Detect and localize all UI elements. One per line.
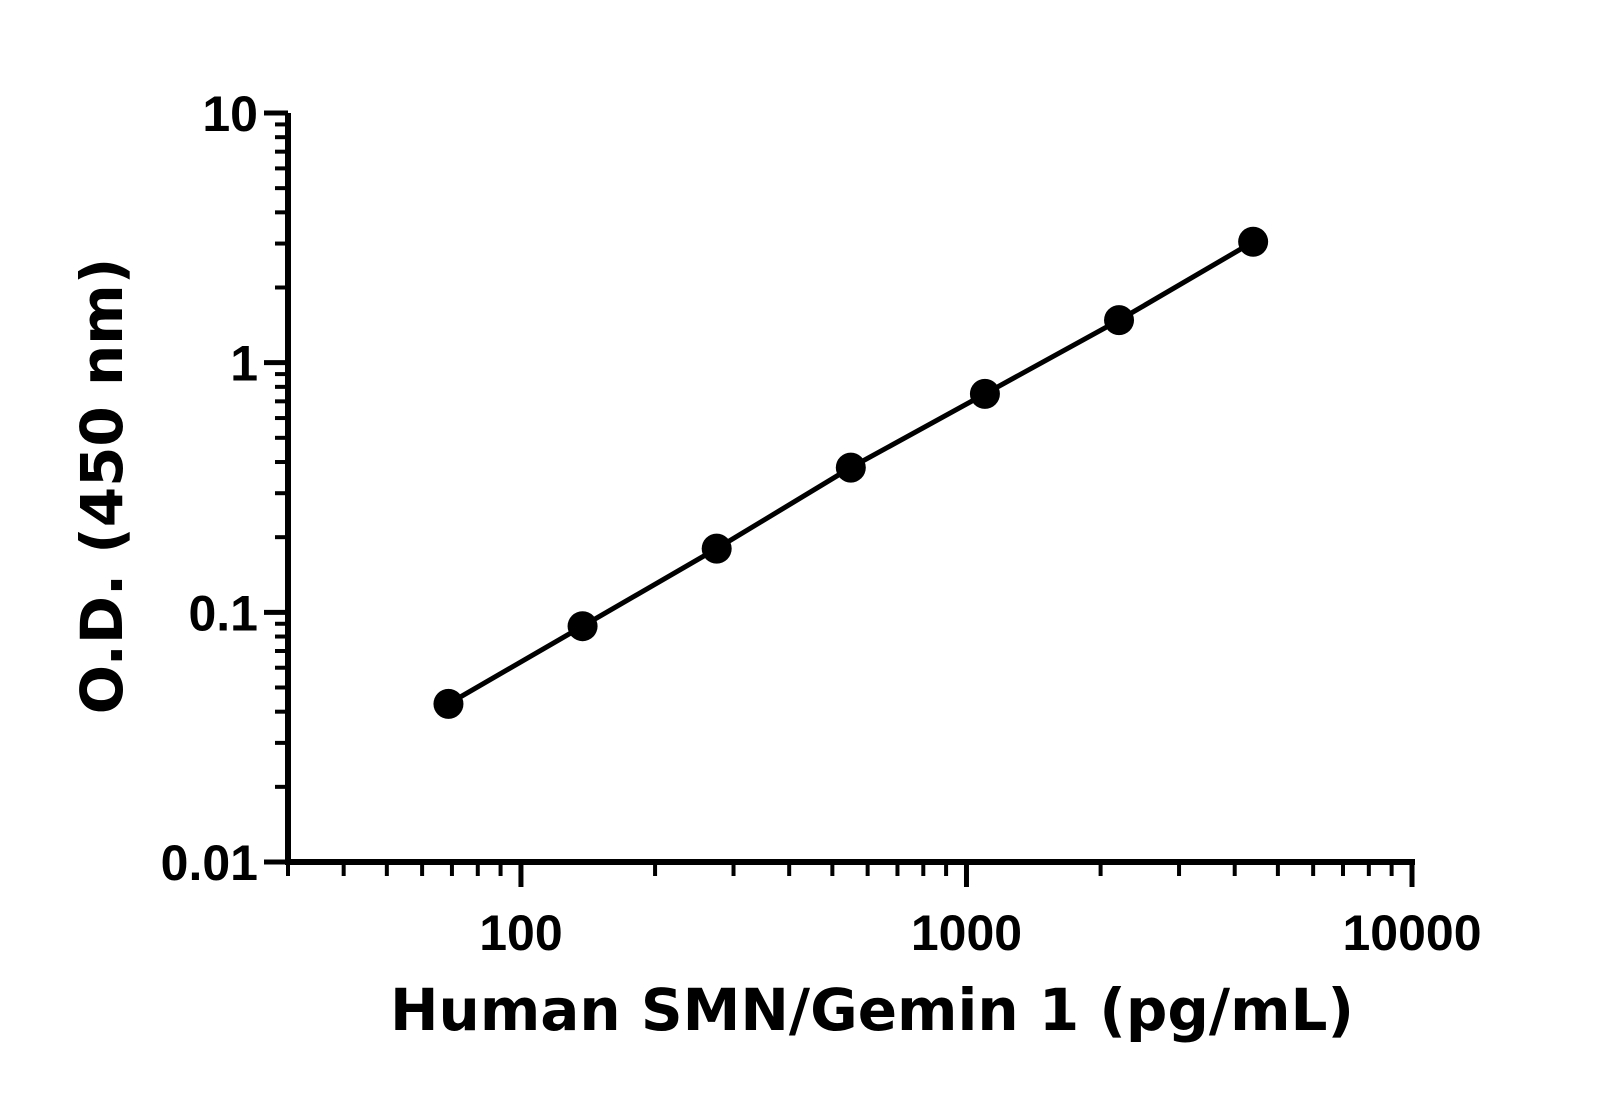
data-point <box>1104 305 1135 336</box>
y-axis: 10 1 0.1 0.01 <box>161 86 291 891</box>
y-tick-label: 0.01 <box>161 835 258 891</box>
data-point <box>433 688 464 719</box>
data-point <box>701 533 732 564</box>
data-point <box>1238 226 1269 257</box>
data-point <box>835 452 866 483</box>
x-axis-title: Human SMN/Gemin 1 (pg/mL) <box>390 976 1354 1044</box>
data-point <box>969 378 1000 409</box>
x-tick-label: 100 <box>479 905 562 961</box>
x-tick-label: 10000 <box>1342 905 1481 961</box>
x-axis: 100 1000 10000 <box>285 859 1482 961</box>
y-tick-label: 1 <box>230 336 258 392</box>
plot-area <box>433 226 1269 719</box>
data-point <box>567 611 598 642</box>
y-tick-label: 0.1 <box>188 585 258 641</box>
y-axis-title: O.D. (450 nm) <box>68 258 136 714</box>
y-tick-label: 10 <box>202 86 258 142</box>
x-tick-label: 1000 <box>911 905 1022 961</box>
